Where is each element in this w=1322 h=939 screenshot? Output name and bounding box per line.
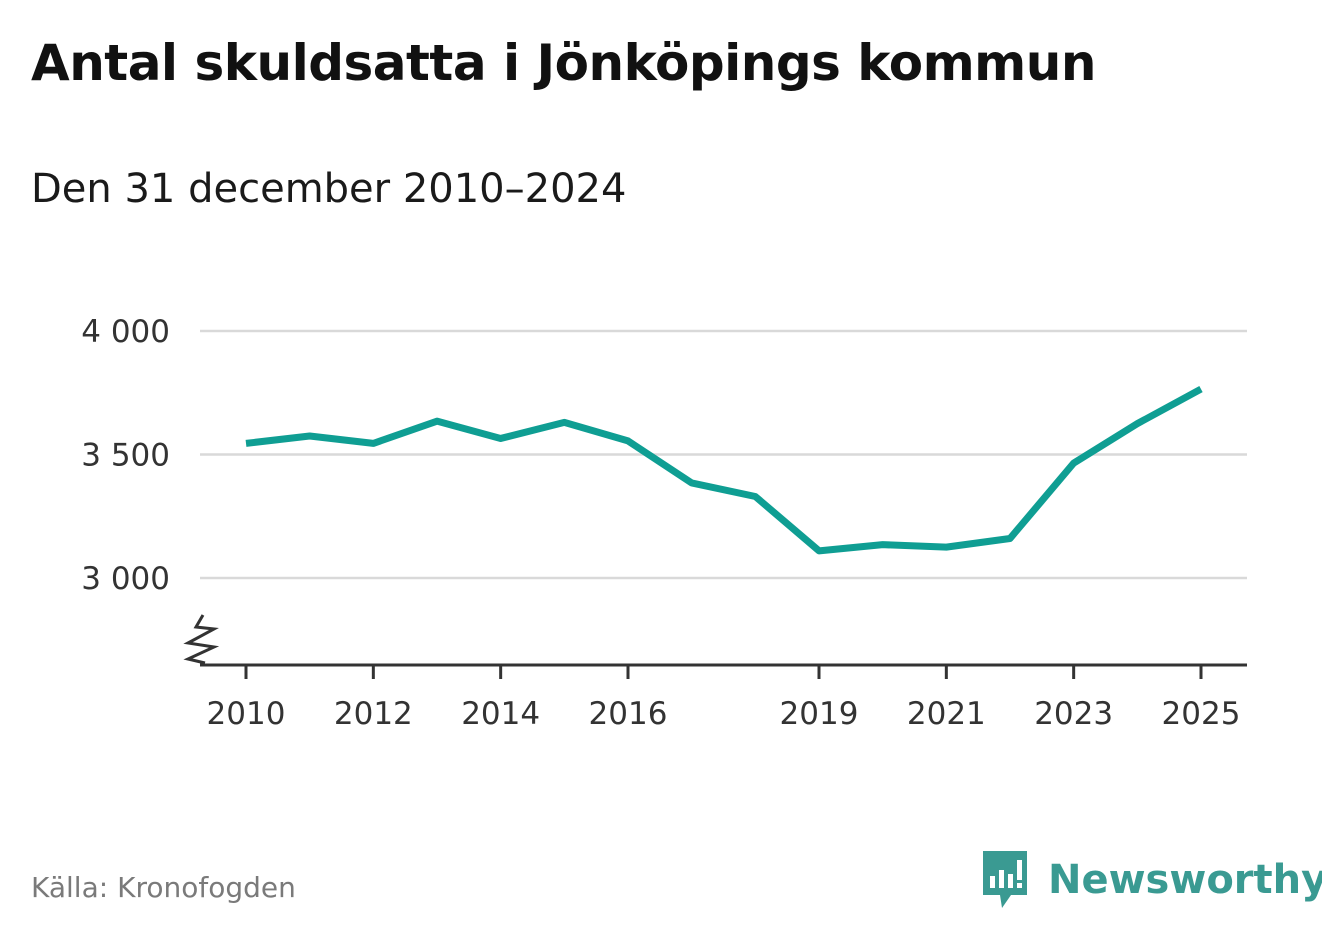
- tick-labels: 3 000 3 500 4 000 2010 2012 2014 2016 2019 2021 2…: [81, 314, 1240, 732]
- gridlines: [200, 329, 1247, 580]
- x-tick-label: 2021: [907, 696, 986, 732]
- brand-logo[interactable]: Newsworthy: [980, 848, 1322, 912]
- y-tick-label: 3 500: [81, 438, 170, 474]
- series-layer: [245, 385, 1203, 555]
- series-line: [245, 385, 1203, 555]
- y-tick-label: 3 000: [81, 561, 170, 597]
- x-tick-label: 2010: [207, 696, 286, 732]
- source-note: Källa: Kronofogden: [31, 871, 296, 904]
- x-tick-label: 2016: [589, 696, 668, 732]
- x-tick-label: 2023: [1034, 696, 1113, 732]
- x-tick-label: 2019: [780, 696, 859, 732]
- x-axis: [183, 614, 1247, 679]
- axis-break-icon: [183, 614, 220, 665]
- chart-title: Antal skuldsatta i Jönköpings kommun: [31, 34, 1096, 92]
- x-tick-label: 2014: [461, 696, 540, 732]
- newsworthy-logo-icon: [983, 851, 1027, 908]
- chart-subtitle: Den 31 december 2010–2024: [31, 166, 627, 212]
- y-tick-label: 4 000: [81, 314, 170, 350]
- x-tick-label: 2025: [1162, 696, 1241, 732]
- x-tick-label: 2012: [334, 696, 413, 732]
- brand-name: Newsworthy: [1048, 857, 1322, 903]
